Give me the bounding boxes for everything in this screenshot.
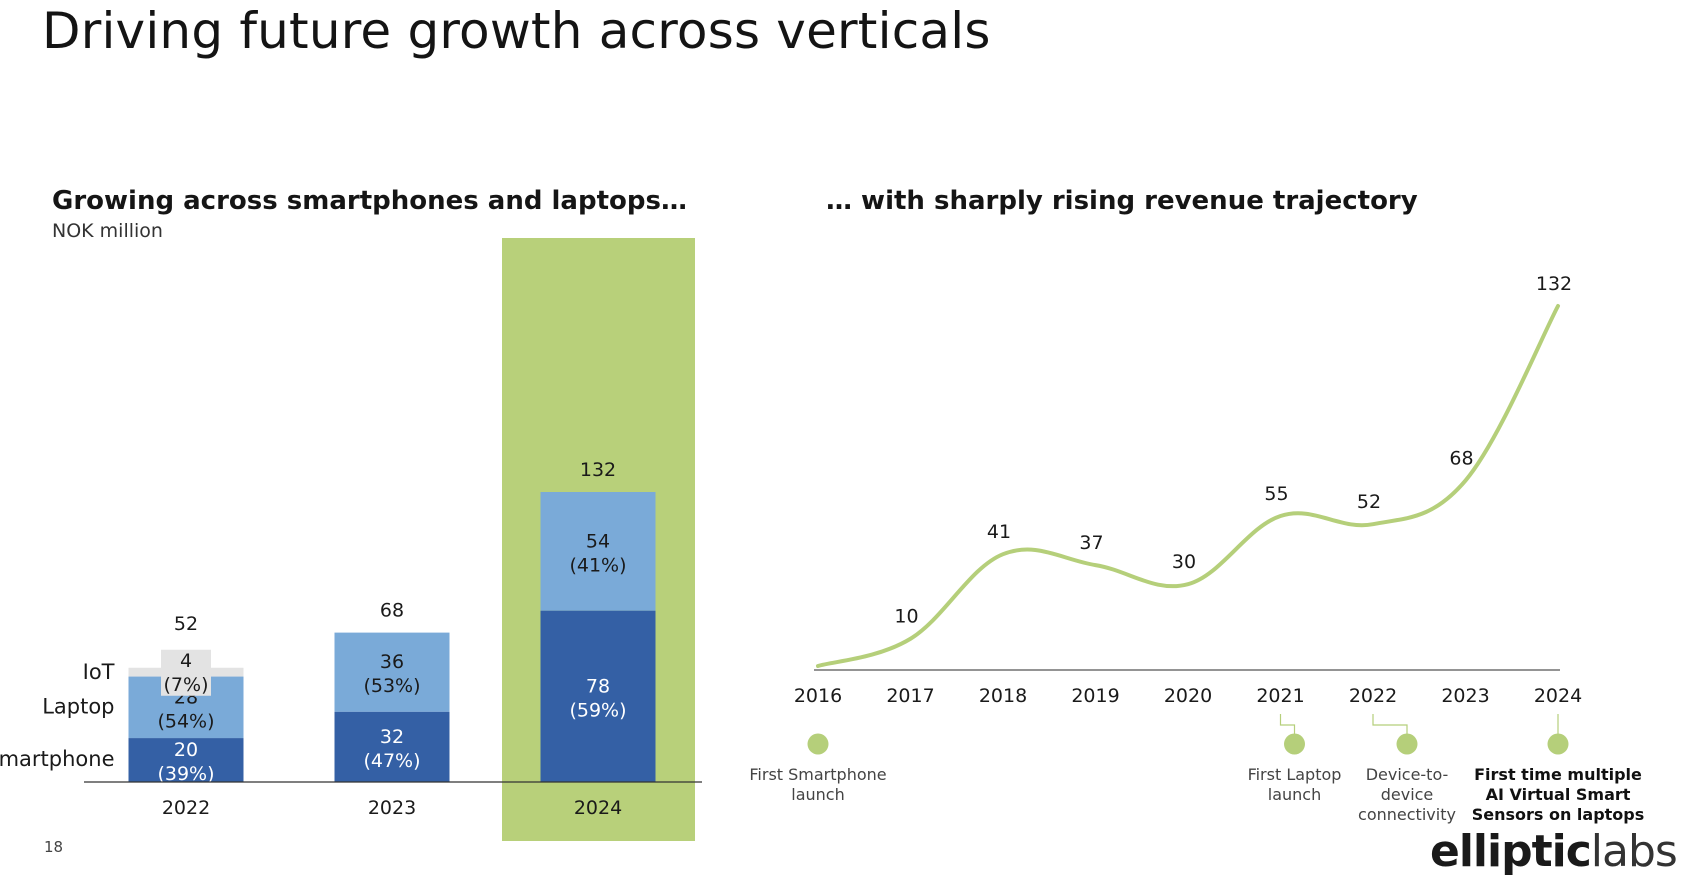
slide-title: Driving future growth across verticals bbox=[42, 2, 991, 60]
bar-pct-label: (41%) bbox=[569, 554, 626, 576]
milestone-label-line: AI Virtual Smart bbox=[1486, 785, 1631, 804]
x-tick-label: 2023 bbox=[368, 797, 416, 819]
bar-segment-laptop-2024 bbox=[540, 492, 656, 611]
x-tick-label: 2024 bbox=[1534, 685, 1582, 707]
milestone-label-line: Sensors on laptops bbox=[1472, 805, 1645, 824]
bar-total-label: 68 bbox=[380, 600, 404, 622]
logo-part-2: labs bbox=[1590, 826, 1678, 877]
bar-segment-smartphone-2022 bbox=[128, 738, 244, 782]
x-tick-label: 2020 bbox=[1164, 685, 1212, 707]
bar-pct-label: (7%) bbox=[164, 674, 209, 696]
series-label-laptop: Laptop bbox=[42, 694, 114, 718]
milestone-dot-2022 bbox=[1396, 733, 1418, 755]
bar-value-label: 54 bbox=[586, 530, 610, 552]
x-tick-label: 2017 bbox=[886, 685, 934, 707]
x-tick-label: 2023 bbox=[1441, 685, 1489, 707]
bar-pct-label: (39%) bbox=[157, 763, 214, 785]
logo-part-1: elliptic bbox=[1430, 826, 1592, 877]
bar-value-label: 78 bbox=[586, 675, 610, 697]
elliptic-labs-logo: ellipticlabs bbox=[1430, 826, 1678, 877]
bar-value-label: 36 bbox=[380, 651, 404, 673]
milestone-dot-2016 bbox=[807, 733, 829, 755]
point-value-label: 30 bbox=[1172, 551, 1196, 573]
bar-segment-laptop-2023 bbox=[334, 632, 450, 712]
milestone-dot-2021 bbox=[1284, 733, 1305, 755]
bar-segment-smartphone-2024 bbox=[540, 610, 656, 782]
milestone-label-line: device bbox=[1381, 785, 1434, 804]
bar-pct-label: (54%) bbox=[157, 710, 214, 732]
bar-segment-smartphone-2023 bbox=[334, 711, 450, 782]
unit-label: NOK million bbox=[52, 220, 163, 242]
milestone-label-line: launch bbox=[791, 785, 844, 804]
point-value-label: 37 bbox=[1079, 532, 1103, 554]
left-panel-heading: Growing across smartphones and laptops… bbox=[52, 186, 687, 216]
point-value-label: 41 bbox=[987, 521, 1011, 543]
milestone-label-line: First time multiple bbox=[1474, 765, 1642, 784]
bar-pct-label: (47%) bbox=[363, 750, 420, 772]
point-value-label: 55 bbox=[1264, 483, 1288, 505]
x-tick-label: 2019 bbox=[1071, 685, 1119, 707]
point-value-label: 132 bbox=[1536, 273, 1572, 295]
page-number: 18 bbox=[44, 838, 64, 856]
milestone-label-line: First Smartphone bbox=[749, 765, 886, 784]
milestone-label-line: First Laptop bbox=[1248, 765, 1342, 784]
bar-value-label: 32 bbox=[380, 726, 404, 748]
bar-value-label: 4 bbox=[180, 650, 192, 672]
stacked-bar-chart: 20(39%)28(54%)4(7%)52202232(47%)36(53%)6… bbox=[0, 238, 702, 841]
bar-total-label: 132 bbox=[580, 459, 616, 481]
milestone-connector bbox=[1372, 714, 1408, 734]
x-tick-label: 2024 bbox=[574, 797, 622, 819]
x-tick-label: 2022 bbox=[162, 797, 210, 819]
point-value-label: 10 bbox=[894, 606, 918, 628]
milestone-connector bbox=[1279, 714, 1296, 734]
revenue-line-series bbox=[816, 304, 1560, 668]
milestone-label-line: Device-to- bbox=[1366, 765, 1449, 784]
revenue-line-chart: 2016 10 2017 41 2018 37 2019 30 2020 55 2021 52 2022… bbox=[749, 273, 1645, 824]
milestone-dot-2024 bbox=[1547, 733, 1569, 755]
x-tick-label: 2022 bbox=[1349, 685, 1397, 707]
bar-total-label: 52 bbox=[174, 613, 198, 635]
x-tick-label: 2021 bbox=[1256, 685, 1304, 707]
bar-pct-label: (53%) bbox=[363, 675, 420, 697]
point-value-label: 68 bbox=[1449, 448, 1473, 470]
bar-pct-label: (59%) bbox=[569, 699, 626, 721]
milestone-label-line: connectivity bbox=[1358, 805, 1456, 824]
x-tick-label: 2018 bbox=[979, 685, 1027, 707]
bar-value-label: 20 bbox=[174, 739, 198, 761]
iot-label-box bbox=[161, 649, 211, 696]
point-value-label: 52 bbox=[1357, 491, 1381, 513]
x-tick-label: 2016 bbox=[794, 685, 842, 707]
milestone-label-line: launch bbox=[1268, 785, 1321, 804]
series-label-smartphone: Smartphone bbox=[0, 747, 115, 771]
series-label-iot: IoT bbox=[83, 660, 115, 684]
right-panel-heading: … with sharply rising revenue trajectory bbox=[826, 186, 1418, 216]
